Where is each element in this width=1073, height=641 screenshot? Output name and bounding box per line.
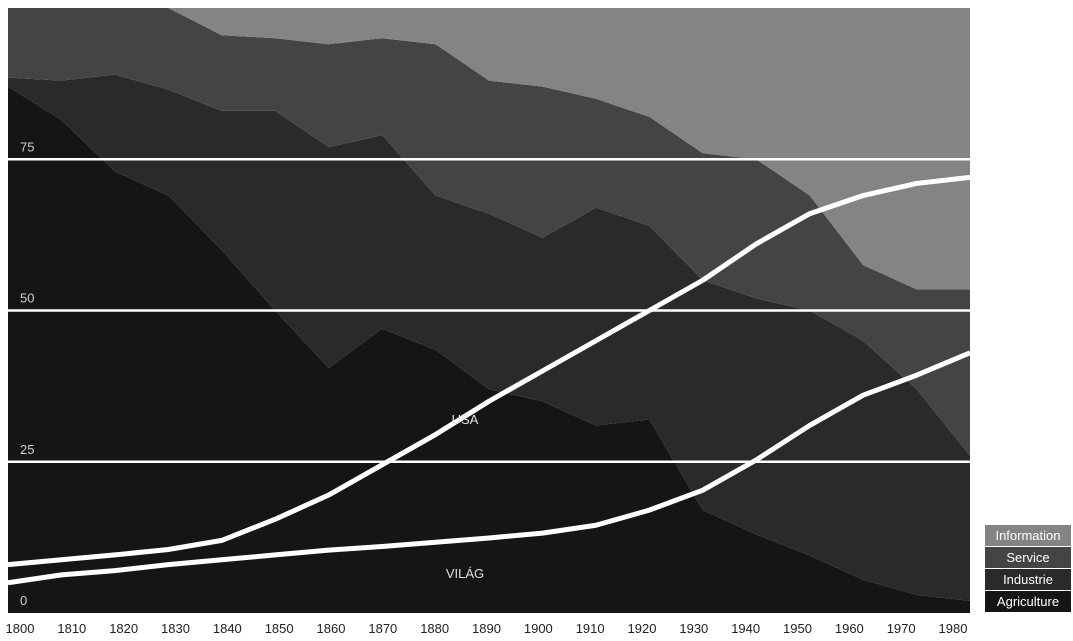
legend-swatch xyxy=(985,547,1071,568)
legend-swatch xyxy=(985,569,1071,590)
x-tick-label: 1930 xyxy=(679,621,708,636)
line-label: USA xyxy=(452,412,479,427)
x-tick-label: 1900 xyxy=(524,621,553,636)
legend-swatch xyxy=(985,525,1071,546)
x-tick-label: 1800 xyxy=(6,621,35,636)
x-tick-label: 1880 xyxy=(420,621,449,636)
legend-label: Industrie xyxy=(1003,572,1053,587)
x-tick-label: 1840 xyxy=(213,621,242,636)
line xyxy=(7,174,971,568)
y-tick-label: 25 xyxy=(20,442,34,457)
y-tick-label: 0 xyxy=(20,593,27,608)
y-tick-label: 50 xyxy=(20,291,34,306)
x-tick-label: 1820 xyxy=(109,621,138,636)
line xyxy=(7,350,971,586)
y-tick-label: 75 xyxy=(20,139,34,154)
x-tick-label: 1920 xyxy=(628,621,657,636)
legend-swatch xyxy=(985,591,1071,612)
line-label: VILÁG xyxy=(446,566,484,581)
legend-label: Service xyxy=(1006,550,1049,565)
x-tick-label: 1970 xyxy=(887,621,916,636)
area xyxy=(8,74,970,601)
x-tick-label: 1870 xyxy=(368,621,397,636)
x-tick-label: 1890 xyxy=(472,621,501,636)
area xyxy=(8,8,970,290)
area xyxy=(8,86,970,613)
legend-label: Information xyxy=(995,528,1060,543)
legend-label: Agriculture xyxy=(997,594,1059,609)
x-tick-label: 1830 xyxy=(161,621,190,636)
x-tick-label: 1810 xyxy=(57,621,86,636)
x-tick-label: 1950 xyxy=(783,621,812,636)
x-tick-label: 1850 xyxy=(265,621,294,636)
x-tick-label: 1860 xyxy=(317,621,346,636)
x-tick-label: 1910 xyxy=(576,621,605,636)
x-tick-label: 1940 xyxy=(731,621,760,636)
x-tick-label: 1960 xyxy=(835,621,864,636)
x-tick-label: 1980 xyxy=(939,621,968,636)
